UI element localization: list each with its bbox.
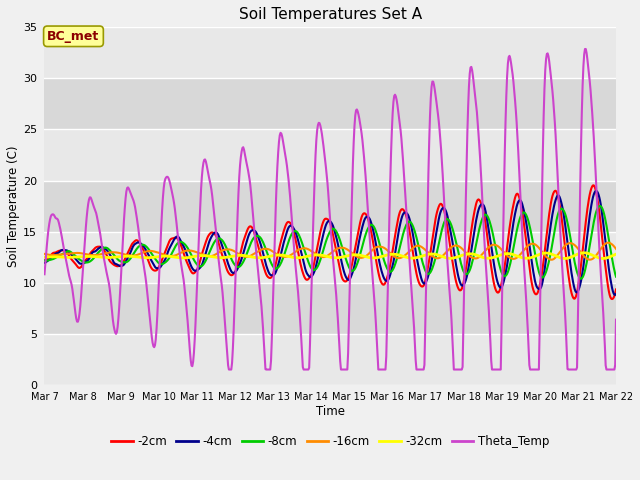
-2cm <box>51 250 59 255</box>
Bar <box>45 232 616 283</box>
-8cm <box>168 251 175 257</box>
Line: -2cm: -2cm <box>45 185 616 299</box>
Line: -32cm: -32cm <box>45 253 616 259</box>
Theta_Temp <box>41 271 49 277</box>
-4cm <box>400 210 408 216</box>
Theta_Temp <box>581 46 589 52</box>
-32cm <box>110 254 118 260</box>
-16cm <box>604 240 612 246</box>
-2cm <box>198 252 205 257</box>
-4cm <box>51 252 59 257</box>
-8cm <box>198 263 205 269</box>
-2cm <box>110 262 118 267</box>
-16cm <box>41 251 49 257</box>
Theta_Temp <box>612 317 620 323</box>
-8cm <box>577 276 585 282</box>
Line: -16cm: -16cm <box>45 243 616 260</box>
Line: -8cm: -8cm <box>45 206 616 279</box>
-2cm <box>417 283 424 288</box>
Bar <box>45 130 616 180</box>
-2cm <box>612 287 620 292</box>
-32cm <box>580 250 588 256</box>
Theta_Temp <box>401 180 408 186</box>
-2cm <box>400 207 408 213</box>
-2cm <box>41 257 49 263</box>
Bar <box>45 283 616 334</box>
Line: -4cm: -4cm <box>45 191 616 295</box>
-8cm <box>596 203 604 209</box>
Bar <box>45 334 616 385</box>
X-axis label: Time: Time <box>316 405 345 418</box>
Title: Soil Temperatures Set A: Soil Temperatures Set A <box>239 7 422 22</box>
-4cm <box>41 260 49 266</box>
-16cm <box>400 253 408 259</box>
-32cm <box>41 254 49 260</box>
-8cm <box>41 258 49 264</box>
-32cm <box>400 253 408 259</box>
-4cm <box>592 188 600 194</box>
-32cm <box>417 254 424 260</box>
-8cm <box>417 252 424 257</box>
Bar <box>45 78 616 130</box>
-32cm <box>51 254 59 260</box>
-16cm <box>51 252 59 258</box>
Y-axis label: Soil Temperature (C): Soil Temperature (C) <box>7 145 20 267</box>
Theta_Temp <box>225 367 233 372</box>
-4cm <box>168 241 175 247</box>
-16cm <box>198 252 205 257</box>
-8cm <box>51 255 59 261</box>
Line: Theta_Temp: Theta_Temp <box>45 49 616 370</box>
-2cm <box>168 236 175 241</box>
Theta_Temp <box>51 214 59 219</box>
-16cm <box>548 257 556 263</box>
-4cm <box>611 292 619 298</box>
Theta_Temp <box>198 174 205 180</box>
-32cm <box>168 254 175 260</box>
-4cm <box>198 262 205 268</box>
-16cm <box>612 246 620 252</box>
-2cm <box>608 296 616 302</box>
Bar <box>45 27 616 78</box>
-32cm <box>561 256 569 262</box>
-2cm <box>590 182 598 188</box>
Text: BC_met: BC_met <box>47 30 100 43</box>
Theta_Temp <box>168 188 175 193</box>
-32cm <box>612 252 620 257</box>
-4cm <box>612 291 620 297</box>
Bar <box>45 180 616 232</box>
-16cm <box>417 243 424 249</box>
-8cm <box>400 229 408 235</box>
-32cm <box>198 252 205 258</box>
-4cm <box>417 273 424 278</box>
Legend: -2cm, -4cm, -8cm, -16cm, -32cm, Theta_Temp: -2cm, -4cm, -8cm, -16cm, -32cm, Theta_Te… <box>106 430 554 453</box>
-16cm <box>168 253 175 259</box>
-8cm <box>110 252 118 257</box>
-8cm <box>612 274 620 279</box>
Theta_Temp <box>417 367 425 372</box>
-16cm <box>110 250 118 255</box>
-4cm <box>110 259 118 265</box>
Theta_Temp <box>110 323 118 328</box>
